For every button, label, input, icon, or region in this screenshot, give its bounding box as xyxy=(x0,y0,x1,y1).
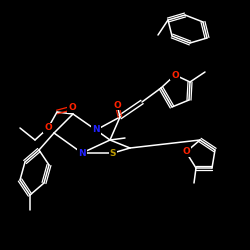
Text: N: N xyxy=(78,148,86,158)
Text: O: O xyxy=(68,104,76,112)
Text: O: O xyxy=(44,124,52,132)
Text: O: O xyxy=(171,70,179,80)
Text: O: O xyxy=(182,148,190,156)
Text: O: O xyxy=(113,100,121,110)
Text: N: N xyxy=(92,126,100,134)
Text: S: S xyxy=(110,148,116,158)
